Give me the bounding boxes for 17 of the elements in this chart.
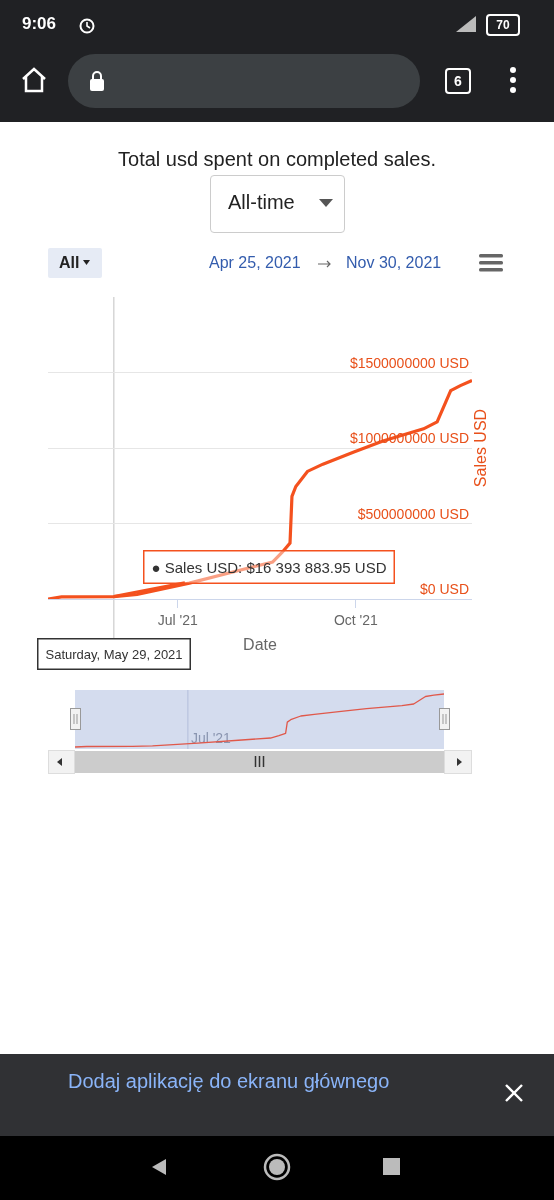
text: Apr 25, 2021 [209,254,301,272]
y-tick-label: $0 USD [419,581,469,598]
text: Dodaj aplikację do ekranu głównego [68,1069,391,1094]
tabs-icon: 6 [445,68,471,94]
y-tick-label: $1500000000 USD [349,354,469,371]
text: 9:06 [22,14,57,34]
battery-icon: 70 [486,14,520,36]
x-tick-label: Oct '21 [333,611,379,628]
ref-line-label: Saturday, May 29, 2021 [45,646,183,662]
x-axis-title: Date [243,636,277,654]
y-tick-label: $500000000 USD [357,505,469,522]
x-tick-label: Jul '21 [157,611,198,628]
text: Nov 30, 2021 [346,254,442,272]
text: All-time [228,191,295,214]
y-axis-title: Sales USD [471,408,489,488]
text: All [59,254,80,272]
chart-title: Total usd spent on completed sales. [117,148,437,171]
